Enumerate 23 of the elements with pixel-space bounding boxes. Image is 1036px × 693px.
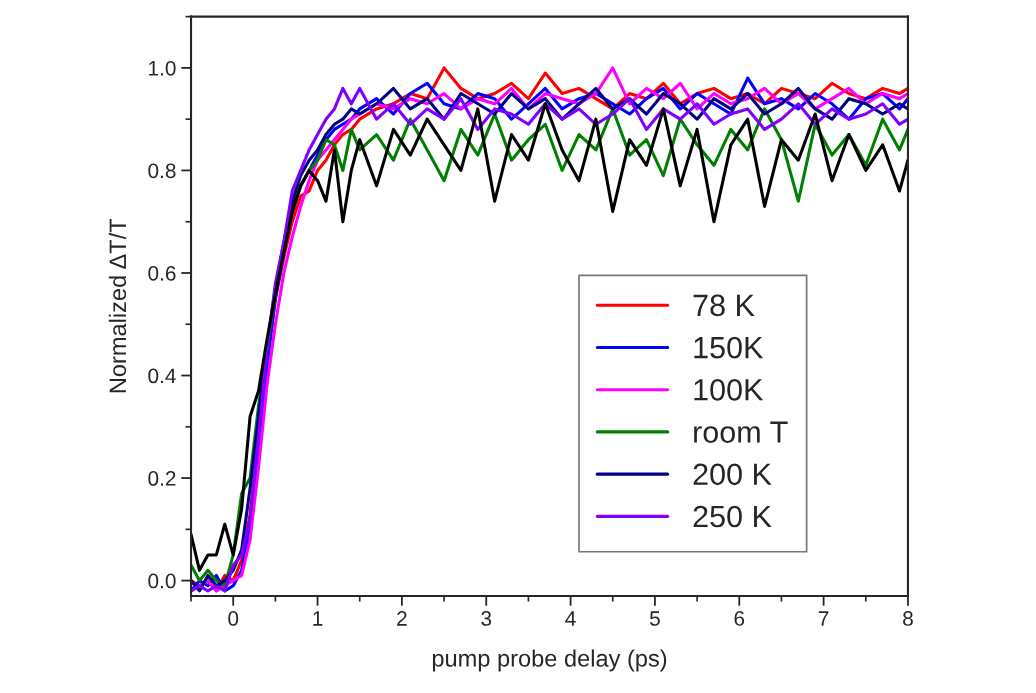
- x-tick-label: 5: [649, 611, 660, 626]
- y-tick-label: 1.0: [149, 60, 176, 76]
- legend-label: room T: [694, 421, 788, 443]
- y-tick-label: 0.8: [148, 163, 176, 179]
- x-tick-label: 4: [565, 611, 576, 626]
- legend-label: 78 K: [693, 294, 755, 317]
- x-tick-label: 8: [903, 611, 913, 626]
- x-axis-title: pump probe delay (ps): [432, 649, 667, 672]
- y-tick-label: 0.6: [148, 265, 176, 281]
- y-tick-label: 0.0: [148, 573, 176, 589]
- y-tick-label: 0.4: [148, 368, 176, 384]
- x-tick-label: 1: [313, 611, 323, 626]
- legend-label: 200 K: [693, 463, 772, 486]
- y-tick-label: 0.2: [148, 471, 176, 486]
- y-axis-title: Normalized ΔT/T: [108, 218, 127, 393]
- x-tick-label: 3: [481, 611, 492, 626]
- x-tick-label: 2: [397, 611, 407, 626]
- legend-label: 150K: [694, 336, 764, 359]
- x-tick-label: 0: [228, 611, 239, 626]
- legend-label: 250 K: [693, 505, 772, 528]
- x-tick-label: 6: [734, 611, 745, 626]
- legend-label: 100K: [694, 379, 764, 401]
- x-tick-label: 7: [818, 611, 829, 626]
